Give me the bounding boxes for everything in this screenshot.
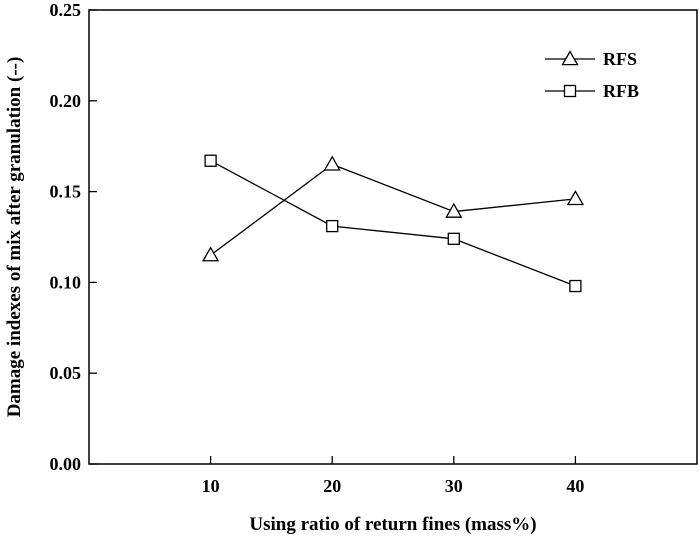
x-tick-label: 30 [445,476,463,496]
data-point-rfs [323,155,341,171]
x-tick-label: 20 [323,476,341,496]
legend-marker-rfs [561,50,579,66]
series-group [201,154,585,293]
y-tick-label: 0.10 [50,272,82,292]
y-tick-label: 0.05 [50,363,82,383]
y-tick-label: 0.15 [50,182,82,202]
x-tick-label: 10 [202,476,220,496]
y-tick-label: 0.25 [50,0,82,20]
legend-label-rfs: RFS [603,49,637,69]
x-tick-label: 40 [566,476,584,496]
y-tick-label: 0.20 [50,91,82,111]
series-line-rfs [210,163,576,256]
legend: RFS RFB [545,49,639,101]
data-point-rfs [566,190,585,206]
data-point-rfb [326,219,339,233]
x-axis-title: Using ratio of return fines (mass%) [249,514,536,535]
y-axis-ticks: 0.00 0.05 0.10 0.15 0.20 0.25 [50,0,97,474]
x-axis-ticks: 10 20 30 40 [202,456,584,496]
series-line-rfb [210,160,576,287]
data-point-rfb [204,154,217,167]
legend-label-rfb: RFB [603,81,639,101]
data-point-rfs [445,202,463,218]
data-point-rfb [447,232,460,245]
plot-frame [88,9,698,465]
y-axis-title: Damage indexes of mix after granulation … [4,57,25,418]
legend-marker-rfb [563,84,577,98]
data-point-rfb [569,279,582,293]
data-point-rfs [201,246,220,262]
y-tick-label: 0.00 [50,454,82,474]
